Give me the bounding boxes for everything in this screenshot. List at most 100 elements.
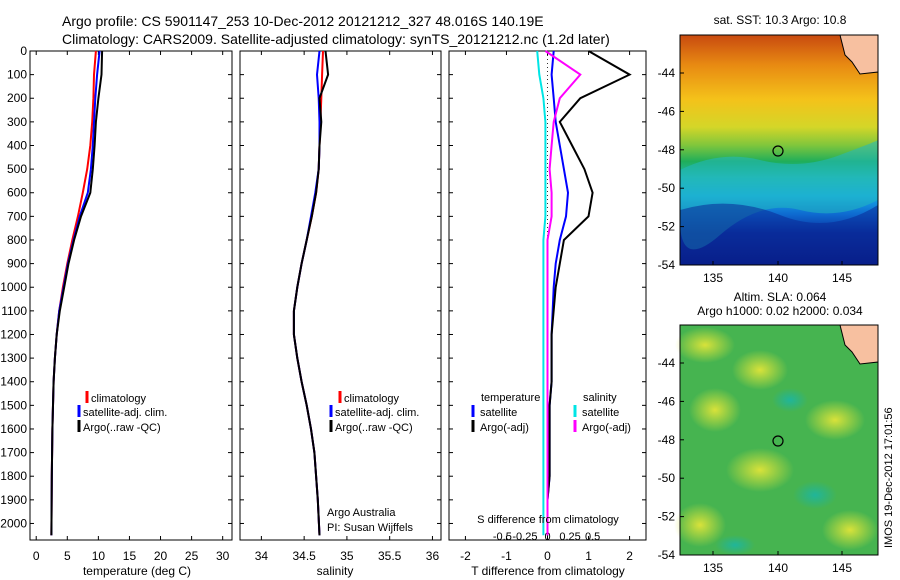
argo-position-marker (772, 145, 784, 157)
x-tick-label: 0 (33, 549, 40, 563)
sla-anomaly (675, 327, 735, 363)
depth-tick-label: 1800 (0, 469, 27, 483)
legend-label-climatology: climatology (91, 393, 147, 405)
x-tick-label: 5 (64, 549, 71, 563)
sla-anomaly (689, 388, 741, 432)
x-tick-label: 25 (185, 549, 199, 563)
map-x-tick-label: 135 (703, 561, 723, 575)
x-tick-label: -2 (460, 549, 471, 563)
map-y-tick-label: -48 (658, 143, 676, 157)
depth-tick-label: 1400 (0, 375, 27, 389)
map-x-tick-label: 135 (703, 271, 723, 285)
depth-tick-label: 100 (7, 68, 27, 82)
legend-label-climatology: climatology (344, 393, 400, 405)
legend-title-temperature: temperature (481, 392, 540, 404)
sla-anomaly (726, 448, 794, 492)
sla-map (674, 324, 879, 556)
legend-label-satellite: satellite-adj. clim. (83, 407, 167, 419)
x-tick-label: 35 (340, 549, 354, 563)
map-x-tick-label: 140 (768, 561, 788, 575)
sla-anomaly (715, 535, 755, 555)
x-tick-label: 0 (544, 549, 551, 563)
x-tick-label: 2 (626, 549, 633, 563)
x-tick-label: 1 (585, 549, 592, 563)
figure-title-line1: Argo profile: CS 5901147_253 10-Dec-2012… (62, 13, 544, 29)
salinity-legend: climatology satellite-adj. clim. Argo(..… (329, 391, 419, 434)
temperature-panel: 0100200300400500600700800900100011001200… (0, 44, 233, 563)
map-y-tick-label: -52 (658, 220, 676, 234)
sla-anomaly (772, 388, 808, 412)
legend-label-argo: Argo(..raw -QC) (335, 422, 413, 434)
depth-tick-label: 1500 (0, 398, 27, 412)
legend-label-t-satellite: satellite (480, 407, 517, 419)
series-line (50, 50, 97, 536)
sla-map-title-2: Argo h1000: 0.02 h2000: 0.034 (697, 304, 863, 318)
map-y-tick-label: -48 (658, 433, 676, 447)
map-y-tick-label: -44 (658, 66, 676, 80)
x-tick-label: 34 (255, 549, 269, 563)
depth-tick-label: 900 (7, 257, 27, 271)
depth-tick-label: 400 (7, 138, 27, 152)
series-line (50, 50, 104, 536)
x-tick-label: 15 (123, 549, 137, 563)
x-tick-label: 30 (216, 549, 230, 563)
legend-title-salinity: salinity (583, 392, 617, 404)
sla-anomaly (732, 350, 788, 390)
sst-xticks: 135 140 145 (703, 261, 852, 285)
sla-map-title-1: Altim. SLA: 0.064 (734, 290, 827, 304)
map-y-tick-label: -54 (658, 548, 676, 562)
depth-tick-label: 1100 (1, 304, 27, 318)
salinity-note-2: PI: Susan Wijffels (327, 522, 413, 534)
depth-tick-label: 500 (7, 162, 27, 176)
s-tick-label: -0.5 (493, 531, 512, 543)
depth-tick-label: 1000 (0, 280, 27, 294)
sst-yticks: -44 -46 -48 -50 -52 -54 (658, 66, 684, 272)
sst-map-title: sat. SST: 10.3 Argo: 10.8 (714, 13, 847, 27)
series-line (292, 50, 330, 536)
depth-tick-label: 1300 (0, 351, 27, 365)
map-y-tick-label: -50 (658, 181, 676, 195)
x-tick-label: 35.5 (378, 549, 402, 563)
depth-tick-label: 1600 (0, 422, 27, 436)
map-y-tick-label: -46 (658, 104, 676, 118)
sla-anomaly (793, 481, 837, 509)
depth-tick-label: 1900 (0, 493, 27, 507)
x-tick-label: 34.5 (292, 549, 316, 563)
legend-label-satellite: satellite-adj. clim. (335, 407, 419, 419)
map-y-tick-label: -50 (658, 471, 676, 485)
depth-tick-label: 600 (7, 186, 27, 200)
map-y-tick-label: -44 (658, 356, 676, 370)
depth-tick-label: 2000 (0, 516, 27, 530)
legend-label-argo: Argo(..raw -QC) (83, 422, 161, 434)
legend-label-s-satellite: satellite (582, 407, 619, 419)
x-tick-label: 20 (154, 549, 168, 563)
map-y-tick-label: -52 (658, 510, 676, 524)
argo-position-marker (772, 435, 784, 447)
depth-tick-label: 0 (20, 44, 27, 58)
figure-title-line2: Climatology: CARS2009. Satellite-adjuste… (62, 31, 610, 47)
salinity-panel: 34 34.5 35 35.5 36 (239, 50, 442, 563)
series-line (544, 50, 582, 536)
sdiff-xlabel: S difference from climatology (477, 514, 619, 526)
temperature-legend: climatology satellite-adj. clim. Argo(..… (77, 391, 167, 434)
sla-yticks: -44 -46 -48 -50 -52 -54 (658, 356, 684, 562)
s-tick-label: 0.25 (559, 531, 580, 543)
s-tick-label: -0.25 (512, 531, 537, 543)
sst-map (679, 34, 879, 266)
plot-frame (239, 50, 442, 541)
map-x-tick-label: 145 (832, 561, 852, 575)
map-x-tick-label: 140 (768, 271, 788, 285)
salinity-xlabel: salinity (317, 564, 354, 578)
sla-anomaly (822, 510, 878, 550)
depth-tick-label: 1200 (0, 327, 27, 341)
depth-tick-label: 1700 (0, 446, 27, 460)
difference-panel: -2 -1 0 1 2 -0.5 -0.25 0 0.25 0.5 (448, 50, 647, 563)
depth-tick-label: 800 (7, 233, 27, 247)
s-tick-label: 0.5 (585, 531, 600, 543)
timestamp-stamp: IMOS 19-Dec-2012 17:01:56 (883, 407, 895, 548)
salinity-note-1: Argo Australia (327, 507, 396, 519)
x-tick-label: -1 (501, 549, 512, 563)
map-y-tick-label: -54 (658, 258, 676, 272)
legend-label-s-argo: Argo(-adj) (582, 422, 631, 434)
series-line (546, 50, 632, 536)
